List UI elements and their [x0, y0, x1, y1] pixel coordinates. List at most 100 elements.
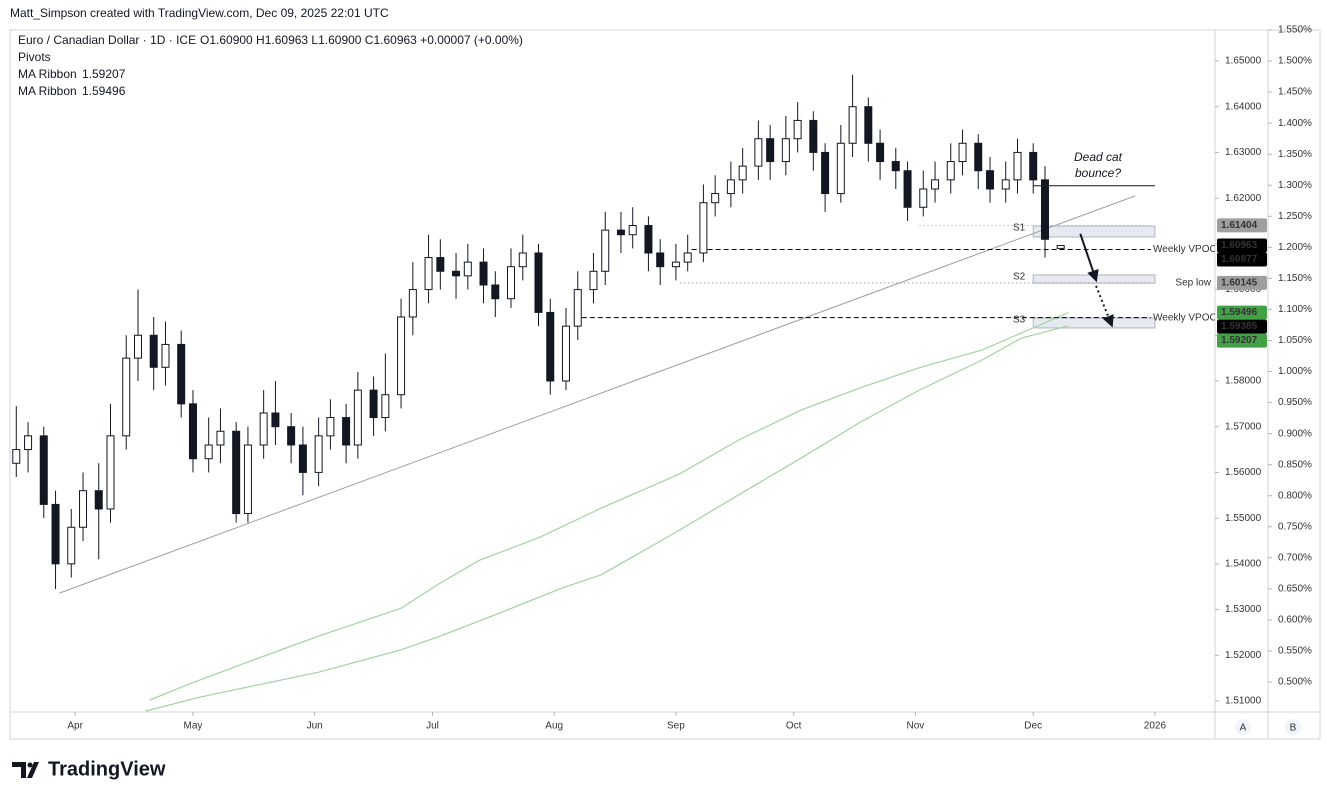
price-tag-label: 1.59496: [1221, 307, 1258, 318]
credit: Matt_Simpson created with TradingView.co…: [10, 6, 389, 20]
price-tag: [1217, 319, 1267, 334]
y2-tick-label: 1.000%: [1278, 366, 1312, 377]
candle-body: [1001, 179, 1010, 190]
pivot-label: S3: [1013, 315, 1026, 326]
legend-value: 1.59207: [82, 67, 126, 81]
y-tick-label: 1.55000: [1225, 513, 1262, 524]
candle-body: [216, 430, 225, 446]
candle-body: [656, 252, 665, 268]
candle-body: [122, 357, 131, 437]
legend-label: MA Ribbon: [18, 67, 77, 81]
arrow: [1079, 233, 1099, 283]
candle-body: [836, 142, 845, 195]
candle-body: [342, 417, 351, 446]
x-tick-label: Aug: [545, 721, 563, 732]
y2-tick-label: 0.900%: [1278, 428, 1312, 439]
candle-body: [149, 334, 158, 368]
candle-body: [754, 138, 763, 167]
indicator: Pivots: [18, 50, 51, 64]
candle-body: [848, 106, 857, 144]
level-label: Weekly VPOC: [1153, 244, 1217, 255]
candle-body: [94, 490, 103, 510]
candle-body: [491, 284, 500, 300]
candle-body: [711, 193, 720, 204]
candle-body: [479, 261, 488, 286]
pivot-label: S1: [1013, 223, 1026, 234]
button[interactable]: [1285, 719, 1301, 735]
candle-body: [326, 417, 335, 437]
candle-body: [259, 412, 268, 446]
candle-body: [919, 188, 928, 208]
candle-body: [287, 426, 296, 446]
button[interactable]: [1235, 719, 1251, 735]
x-tick-label: Nov: [907, 721, 925, 732]
candle-body: [573, 289, 582, 327]
candle-body: [986, 170, 995, 190]
candle-body: [79, 490, 88, 528]
y-tick-label: 1.62000: [1225, 193, 1262, 204]
annotation-text: Dead cat: [1074, 150, 1123, 164]
candle-body: [232, 430, 241, 515]
pivot-label: S2: [1013, 272, 1026, 283]
candle-body: [876, 142, 885, 163]
y2-tick-label: 0.800%: [1278, 490, 1312, 501]
y-tick-label: 1.52000: [1225, 650, 1262, 661]
candle-body: [683, 252, 692, 263]
candle-body: [39, 435, 48, 505]
x-tick-label: Jun: [307, 721, 323, 732]
y2-tick-label: 0.500%: [1278, 677, 1312, 688]
candle-body: [946, 161, 955, 181]
trendline: [59, 195, 1136, 594]
candle-body: [67, 526, 76, 565]
y2-tick-label: 1.400%: [1278, 118, 1312, 129]
candle-body: [436, 257, 445, 272]
y2-tick-label: 0.850%: [1278, 459, 1312, 470]
candle-body: [133, 334, 142, 359]
candle-body: [534, 252, 543, 313]
y-tick-label: 1.65000: [1225, 56, 1262, 67]
candle-body: [177, 343, 186, 405]
ma-line: [149, 312, 1069, 701]
candle-body: [452, 270, 461, 277]
candle-body: [298, 444, 307, 473]
candle-body: [1013, 151, 1022, 181]
candle-body: [903, 170, 912, 208]
chart-title: Euro / Canadian Dollar · 1D · ICE: [18, 33, 196, 47]
candle-body: [644, 225, 653, 254]
axis-buttons: A B: [1235, 719, 1301, 735]
y2-tick-label: 1.200%: [1278, 242, 1312, 253]
candle-body: [726, 179, 735, 195]
pivot-zone: [1032, 225, 1156, 238]
price-tag: [1217, 218, 1267, 233]
candle-body: [507, 266, 516, 300]
candle-body: [463, 261, 472, 277]
candle-body: [628, 225, 637, 236]
y-tick-label: 1.51000: [1225, 696, 1262, 707]
price-tag-label: 1.60145: [1221, 278, 1258, 289]
y2-tick-label: 1.300%: [1278, 180, 1312, 191]
plot: S1 S2 S3 Weekly VPOC Weekly VPOC Sep low Dead …: [12, 74, 1217, 712]
x-tick-label: Jul: [426, 721, 439, 732]
price-tag: [1217, 333, 1267, 348]
button-label[interactable]: B: [1290, 723, 1297, 734]
candle-body: [546, 311, 555, 382]
price-tag-label: 1.59385: [1221, 321, 1258, 332]
price-tag-label: 1.59207: [1221, 335, 1258, 346]
candle-body: [809, 119, 818, 153]
candle-body: [699, 202, 708, 254]
price-tag: [1217, 305, 1267, 320]
y2-tick-label: 1.550%: [1278, 25, 1312, 36]
x-tick-label: Oct: [786, 721, 802, 732]
candle-body: [204, 444, 213, 460]
candle-body: [106, 435, 115, 510]
candle-body: [397, 316, 406, 396]
candle-body: [161, 343, 170, 368]
candle-body: [561, 325, 570, 382]
candle-body: [671, 261, 680, 268]
y2-tick-label: 0.550%: [1278, 646, 1312, 657]
candle-body: [616, 229, 625, 236]
frame: [9, 29, 1321, 740]
candle-body: [12, 449, 21, 464]
button-label[interactable]: A: [1240, 723, 1247, 734]
